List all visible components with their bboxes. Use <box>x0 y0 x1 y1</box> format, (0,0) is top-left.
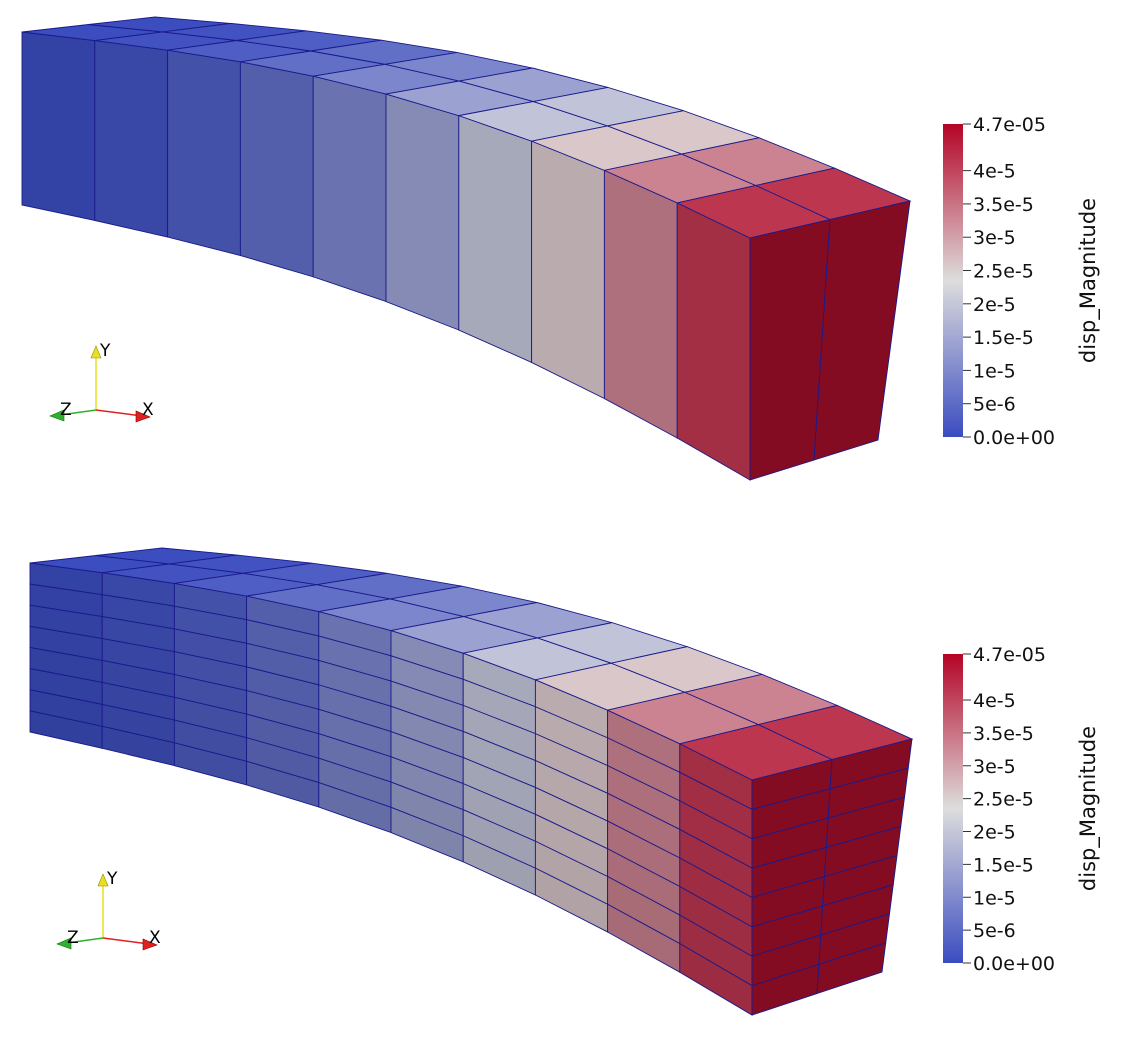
colorbar-tick-label: 5e-6 <box>973 394 1016 416</box>
colorbar-tick-label: 0.0e+00 <box>973 953 1055 975</box>
x-axis-arrow <box>135 410 151 423</box>
colorbar-tick-label: 4e-5 <box>973 161 1016 183</box>
mesh-cell <box>94 40 169 238</box>
colorbar-tick-label: 1e-5 <box>973 887 1016 909</box>
colorbar-tick-label: 2.5e-5 <box>973 789 1034 811</box>
colorbar-tick-label: 0.0e+00 <box>973 427 1055 449</box>
mesh-cell <box>531 140 605 400</box>
colorbar-tick-label: 3e-5 <box>973 756 1016 778</box>
colorbar-tick-label: 1.5e-5 <box>973 327 1034 349</box>
mesh-cell <box>458 114 533 364</box>
colorbar-tick-label: 1e-5 <box>973 360 1016 382</box>
x-axis-arrow <box>142 938 158 951</box>
colorbar-gradient <box>943 124 963 437</box>
z-axis-label: Z <box>60 400 72 420</box>
z-axis-line <box>59 409 97 416</box>
mesh-cell <box>239 61 314 278</box>
mesh-cell <box>385 93 460 331</box>
colorbar-title: disp_Magnitude <box>1076 198 1101 363</box>
colorbar-tick-label: 2e-5 <box>973 822 1016 844</box>
x-axis-line <box>95 409 143 417</box>
render-refined: Y X Z 4.7e-05 4e-5 3.5e-5 3e-5 2.5e-5 2e-5 1.5e-5… <box>29 547 1101 1016</box>
z-axis-line <box>66 937 104 944</box>
colorbar-tick-label: 5e-6 <box>973 920 1016 942</box>
mesh-cell <box>21 31 96 222</box>
mesh-cell <box>603 169 678 439</box>
z-axis-arrow <box>56 937 72 950</box>
colorbar-tick-label: 4.7e-05 <box>973 114 1046 136</box>
mesh-cell <box>676 202 751 481</box>
colorbar-title: disp_Magnitude <box>1076 726 1101 891</box>
y-axis-arrow <box>97 873 109 887</box>
orientation-axes: Y X Z <box>56 869 161 951</box>
end-face <box>751 738 913 1016</box>
render-coarse: Y X Z 4.7e-05 4e-5 3.5e-5 3e-5 2.5e-5 2e-5 1.5e-5… <box>21 16 1101 481</box>
y-axis-label: Y <box>106 869 118 889</box>
mesh-cell <box>816 942 887 995</box>
z-axis-arrow <box>49 409 65 422</box>
mesh-cell <box>813 200 911 461</box>
colorbar-tick-label: 4e-5 <box>973 690 1016 712</box>
mesh-cell <box>312 75 387 303</box>
colorbar-tick-label: 2.5e-5 <box>973 261 1034 283</box>
orientation-axes: Y X Z <box>49 341 154 423</box>
top-face <box>21 16 912 239</box>
end-face <box>749 200 911 481</box>
viewport-refined-mesh[interactable]: Y X Z 4.7e-05 4e-5 3.5e-5 3e-5 2.5e-5 2e-5 1.5e-5… <box>0 528 1146 1056</box>
colorbar-gradient <box>943 654 963 963</box>
viewport-coarse-mesh[interactable]: Y X Z 4.7e-05 4e-5 3.5e-5 3e-5 2.5e-5 2e-5 1.5e-5… <box>0 0 1146 528</box>
x-axis-line <box>102 937 150 945</box>
colorbar-tick-label: 3e-5 <box>973 227 1016 249</box>
colorbar: 4.7e-05 4e-5 3.5e-5 3e-5 2.5e-5 2e-5 1.5e-5 1e-… <box>943 644 1101 975</box>
z-axis-label: Z <box>67 928 79 948</box>
colorbar-tick-label: 3.5e-5 <box>973 194 1034 216</box>
front-face <box>21 31 751 481</box>
x-axis-label: X <box>149 928 161 948</box>
top-face <box>29 547 914 781</box>
y-axis-arrow <box>90 345 102 359</box>
colorbar-tick-label: 1.5e-5 <box>973 854 1034 876</box>
mesh-cell <box>167 49 241 257</box>
colorbar-tick-label: 2e-5 <box>973 294 1016 316</box>
colorbar-tick-label: 4.7e-05 <box>973 644 1046 666</box>
x-axis-label: X <box>142 400 154 420</box>
colorbar-tick-label: 3.5e-5 <box>973 723 1034 745</box>
y-axis-label: Y <box>99 341 111 361</box>
colorbar: 4.7e-05 4e-5 3.5e-5 3e-5 2.5e-5 2e-5 1.5e-5 1e-… <box>943 114 1101 449</box>
